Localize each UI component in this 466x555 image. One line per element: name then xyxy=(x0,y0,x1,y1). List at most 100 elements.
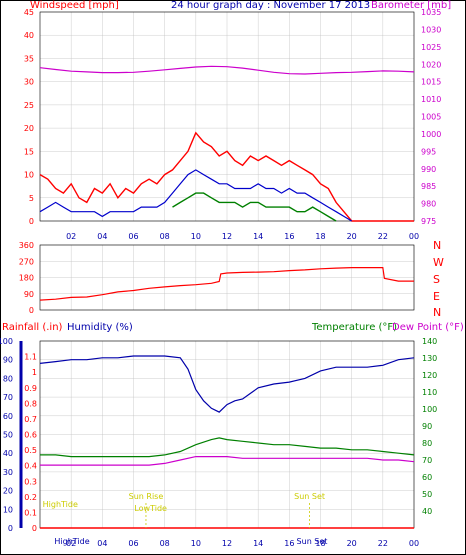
compass-e: E xyxy=(433,290,440,303)
series-layer xyxy=(39,65,415,529)
baro-tick-label: 1005 xyxy=(421,113,441,122)
temperature-axis-title: Temperature (°F) xyxy=(311,322,397,333)
rain-tick-label: 1 xyxy=(32,368,37,377)
rain-tick-label: 0.9 xyxy=(24,384,37,393)
sunrise-label: Sun Rise xyxy=(129,492,164,501)
rain-tick-label: 0.8 xyxy=(24,399,37,408)
x-tick-label-top: 20 xyxy=(347,232,357,241)
temp-tick-label: 110 xyxy=(422,388,437,397)
humidity-tick-label: 0 xyxy=(8,524,13,533)
baro-tick-label: 985 xyxy=(421,182,436,191)
direction-tick-label: 270 xyxy=(19,257,34,266)
temp-tick-label: 70 xyxy=(422,456,432,465)
lowtide-label: LowTide xyxy=(134,504,167,513)
baro-tick-label: 990 xyxy=(421,165,436,174)
rain-tick-label: 0.1 xyxy=(24,508,37,517)
humidity-tick-label: 30 xyxy=(3,468,13,477)
rain-tick-label: 0.5 xyxy=(24,446,37,455)
compass-s: S xyxy=(433,273,440,286)
direction-line xyxy=(39,267,414,301)
wind-tick-label: 35 xyxy=(24,54,34,63)
x-tick-label-top: 16 xyxy=(284,232,294,241)
chart-title: 24 hour graph day : November 17 2013 xyxy=(171,0,370,11)
x-tick-label-bottom: 22 xyxy=(378,539,388,548)
x-tick-label-top: 12 xyxy=(222,232,232,241)
panel-frame-1 xyxy=(39,11,415,222)
x-tick-label-top: 06 xyxy=(128,232,138,241)
temp-tick-label: 40 xyxy=(422,507,432,516)
sunset-label: Sun Set xyxy=(294,492,325,501)
baro-tick-label: 1020 xyxy=(421,60,441,69)
temp-tick-label: 50 xyxy=(422,490,432,499)
humidity-tick-label: 40 xyxy=(3,449,13,458)
wind-tick-label: 30 xyxy=(24,78,34,87)
x-tick-label-bottom: 02 xyxy=(66,539,76,548)
rain-tick-label: 0 xyxy=(32,524,37,533)
x-tick-label-bottom: 18 xyxy=(315,539,325,548)
humidity-tick-label: 10 xyxy=(3,505,13,514)
rain-tick-label: 0.6 xyxy=(24,431,37,440)
baro-tick-label: 1015 xyxy=(421,78,441,87)
x-tick-label-top: 22 xyxy=(378,232,388,241)
x-tick-label-bottom: 04 xyxy=(97,539,107,548)
temp-tick-label: 140 xyxy=(422,337,437,346)
wind-tick-label: 25 xyxy=(24,101,34,110)
wind-tick-label: 20 xyxy=(24,124,34,133)
dewpoint-line xyxy=(40,456,415,466)
baro-tick-label: 1000 xyxy=(421,130,441,139)
lull-line xyxy=(172,192,337,222)
wind-tick-label: 5 xyxy=(29,194,34,203)
temperature-line xyxy=(40,437,415,458)
wind-tick-label: 15 xyxy=(24,147,34,156)
bottom-sunset-label: Sun Set xyxy=(297,537,328,546)
x-tick-label-bottom: 12 xyxy=(222,539,232,548)
humidity-tick-label: 20 xyxy=(3,487,13,496)
humidity-tick-label: 70 xyxy=(3,393,13,402)
wind-axis-title: Windspeed [mph] xyxy=(30,0,119,11)
direction-tick-label: 0 xyxy=(29,306,34,315)
humidity-axis-title: Humidity (%) xyxy=(67,322,133,333)
rain-tick-label: 0.4 xyxy=(24,462,37,471)
x-tick-label-top: 08 xyxy=(160,232,170,241)
bottom-hightide-label: HighTide xyxy=(54,537,89,546)
x-tick-label-top: 10 xyxy=(191,232,201,241)
rain-tick-label: 0.7 xyxy=(24,415,37,424)
baro-tick-label: 1025 xyxy=(421,43,441,52)
rain-tick-label: 1.1 xyxy=(24,353,37,362)
x-tick-label-bottom: 00 xyxy=(409,539,419,548)
barometer-axis-title: Barometer [mb] xyxy=(371,0,451,11)
baro-tick-label: 1035 xyxy=(421,8,441,17)
rain-axis-title: Rainfall (.in) xyxy=(2,322,63,333)
temp-tick-label: 80 xyxy=(422,439,432,448)
x-tick-label-bottom: 20 xyxy=(347,539,357,548)
compass-w: W xyxy=(433,256,444,269)
x-tick-label-bottom: 06 xyxy=(128,539,138,548)
wind-tick-label: 10 xyxy=(24,171,34,180)
rain-tick-label: 0.3 xyxy=(24,477,37,486)
tick-labels: 0510152025303540459759809859909951000100… xyxy=(0,8,441,548)
baro-tick-label: 980 xyxy=(421,200,436,209)
x-tick-label-bottom: 10 xyxy=(191,539,201,548)
temp-tick-label: 60 xyxy=(422,473,432,482)
x-tick-label-bottom: 16 xyxy=(284,539,294,548)
compass-n-top: N xyxy=(433,239,441,252)
x-tick-label-top: 00 xyxy=(409,232,419,241)
temp-tick-label: 100 xyxy=(422,405,437,414)
baro-tick-label: 975 xyxy=(421,217,436,226)
wind-tick-label: 45 xyxy=(24,8,34,17)
direction-tick-label: 180 xyxy=(19,274,34,283)
baro-tick-label: 995 xyxy=(421,147,436,156)
x-tick-label-bottom: 08 xyxy=(160,539,170,548)
wind-tick-label: 40 xyxy=(24,31,34,40)
barometer-line xyxy=(39,65,415,75)
x-tick-label-top: 18 xyxy=(315,232,325,241)
humidity-tick-label: 90 xyxy=(3,356,13,365)
humidity-tick-label: 50 xyxy=(3,431,13,440)
panel-frame-2 xyxy=(39,244,415,311)
x-tick-label-top: 02 xyxy=(66,232,76,241)
baro-tick-label: 1010 xyxy=(421,95,441,104)
wind-tick-label: 0 xyxy=(29,217,34,226)
direction-tick-label: 90 xyxy=(24,290,34,299)
average-wind-line xyxy=(39,169,353,222)
